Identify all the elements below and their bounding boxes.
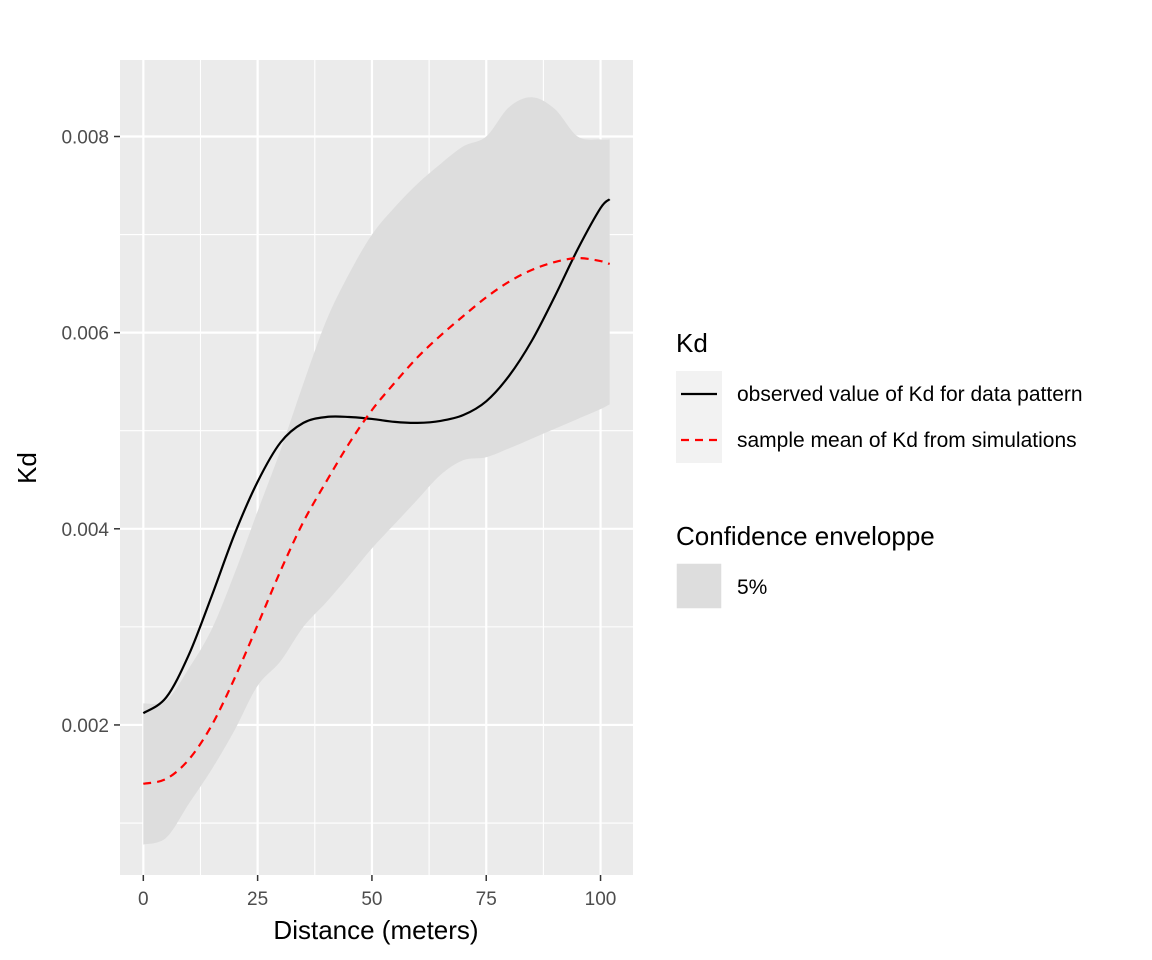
confidence-envelope (143, 97, 610, 845)
legend-label-mean: sample mean of Kd from simulations (737, 429, 1077, 452)
legend-label-envelope: 5% (737, 576, 767, 599)
series-lines (142, 198, 611, 785)
x-tick-label: 75 (476, 889, 497, 910)
x-axis-title: Distance (meters) (273, 915, 478, 945)
legend-envelope: Confidence enveloppe 5% (675, 521, 935, 610)
confidence-envelope-band (143, 97, 610, 845)
y-tick-label: 0.006 (61, 324, 109, 345)
legend-kd: Kd observed value of Kd for data pattern… (676, 328, 1083, 463)
x-tick-label: 100 (585, 889, 617, 910)
x-tick-label: 0 (138, 889, 149, 910)
legend-envelope-title: Confidence enveloppe (676, 521, 935, 551)
x-tick-label: 50 (361, 889, 382, 910)
observed-kd-line (142, 198, 611, 715)
x-tick-label: 25 (247, 889, 268, 910)
simulated-mean-kd-line (143, 257, 611, 785)
legend-label-observed: observed value of Kd for data pattern (737, 383, 1083, 406)
y-tick-label: 0.004 (61, 520, 109, 541)
legend-key-envelope (675, 562, 723, 610)
legend-kd-title: Kd (676, 328, 708, 358)
y-tick-label: 0.002 (61, 716, 109, 737)
y-axis: 0.002 0.004 0.006 0.008 (61, 127, 120, 737)
y-axis-title: Kd (12, 452, 42, 484)
y-tick-label: 0.008 (61, 127, 109, 148)
x-axis: 0 25 50 75 100 (138, 875, 616, 910)
